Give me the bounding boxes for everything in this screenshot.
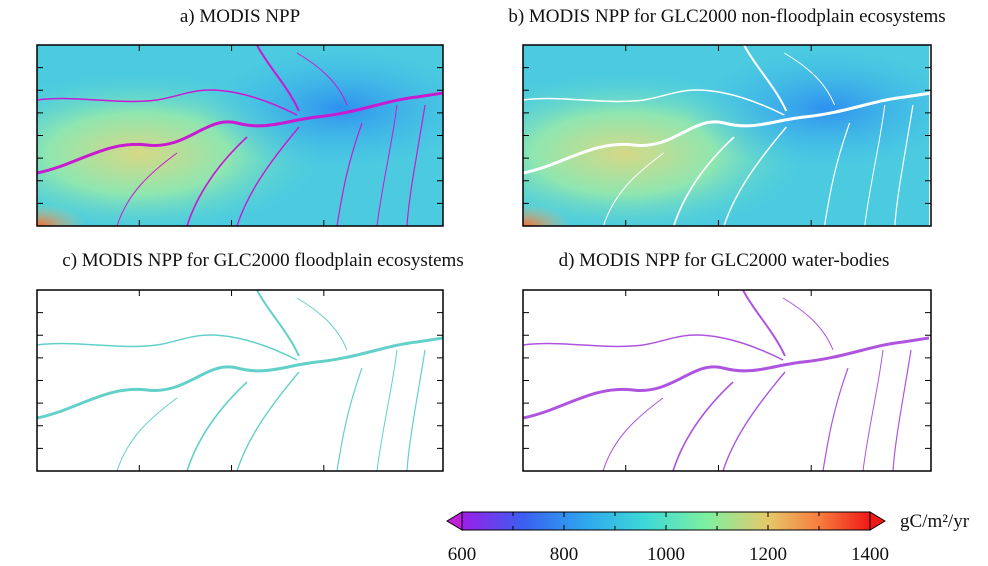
colorbar [446,511,886,531]
map-panel [37,45,443,226]
colorbar-tick-label: 800 [550,544,579,565]
colorbar-tick-label: 1400 [851,544,889,565]
panel-title: b) MODIS NPP for GLC2000 non-floodplain … [508,6,945,27]
map-panel [523,290,929,471]
extend-arrow [869,511,886,531]
map-panel [523,45,929,226]
panel-title: c) MODIS NPP for GLC2000 floodplain ecos… [62,250,463,271]
colorbar-label: gC/m²/yr [900,511,970,532]
colorbar-tick-label: 600 [448,544,477,565]
colorbar-tick-label: 1000 [647,544,685,565]
colorbar-tick-label: 1200 [749,544,787,565]
extend-arrow [446,511,463,531]
panel-title: d) MODIS NPP for GLC2000 water-bodies [559,250,890,271]
map-panel [37,290,443,471]
panel-title: a) MODIS NPP [180,6,300,27]
frames [36,44,932,472]
